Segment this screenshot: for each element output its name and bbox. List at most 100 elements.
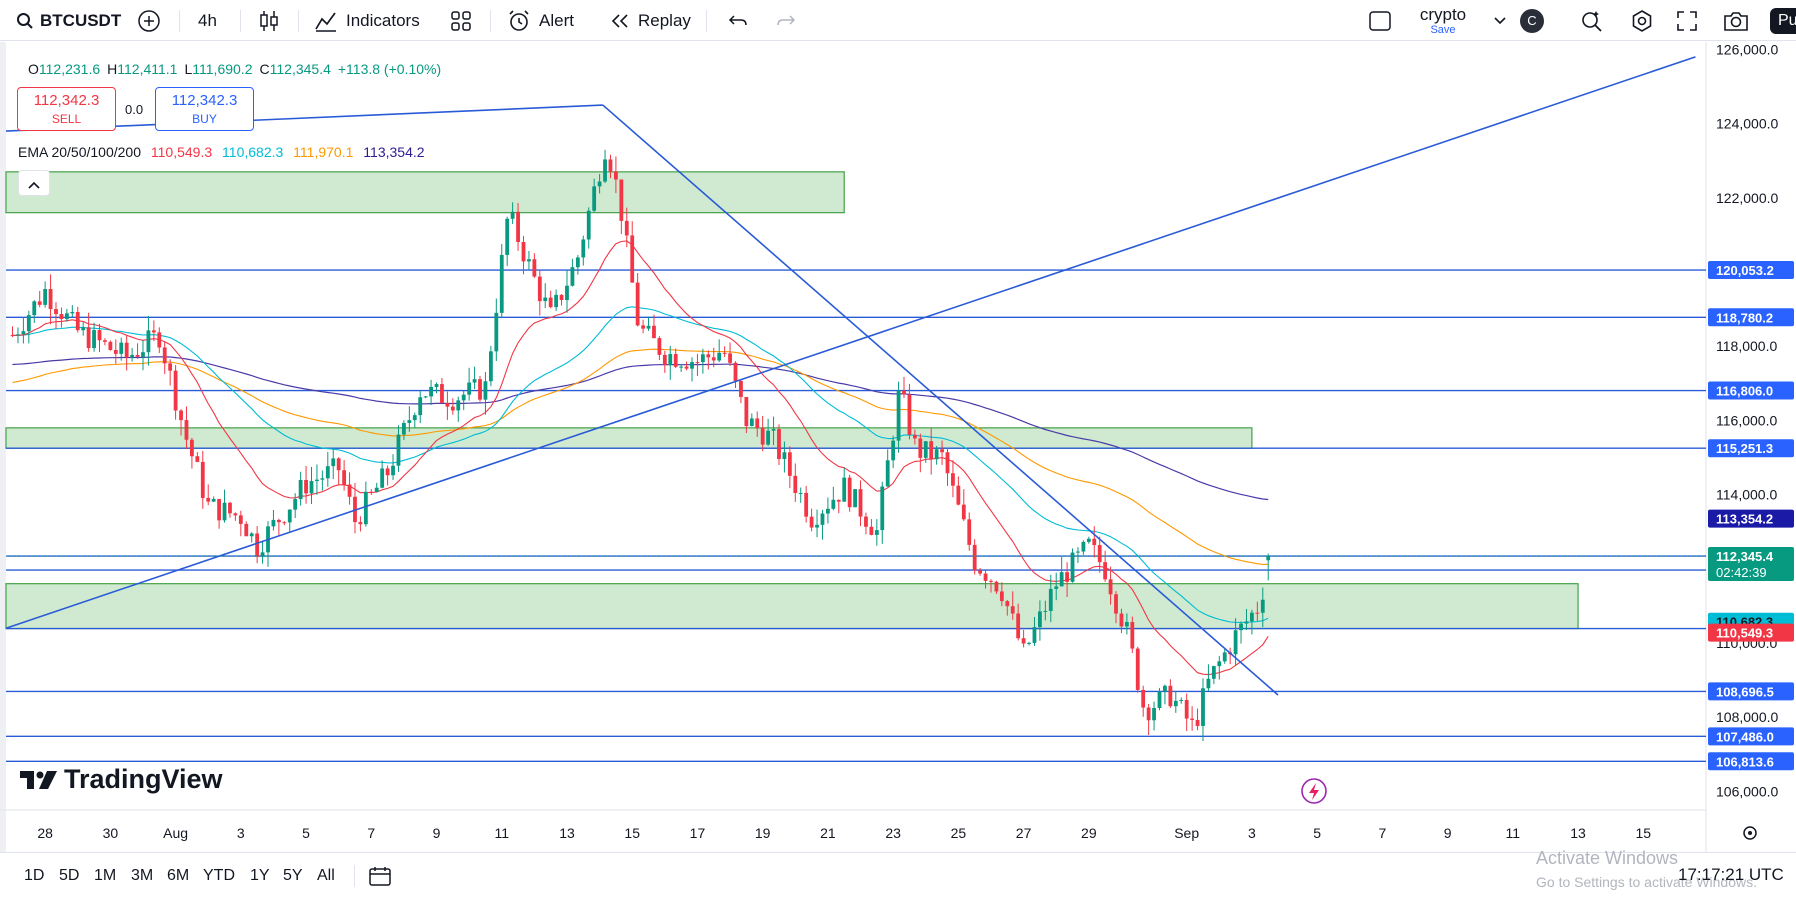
candle[interactable] bbox=[864, 516, 868, 527]
candle[interactable] bbox=[1119, 613, 1124, 627]
settings-button[interactable] bbox=[1630, 0, 1654, 41]
candle[interactable] bbox=[994, 581, 999, 592]
price-chart[interactable]: 106,000.0108,000.0110,000.0112,000.0114,… bbox=[0, 42, 1796, 852]
candle[interactable] bbox=[249, 533, 254, 537]
candle[interactable] bbox=[1179, 699, 1184, 701]
candle[interactable] bbox=[777, 429, 781, 460]
support-resistance-zone[interactable] bbox=[5, 171, 845, 214]
candle[interactable] bbox=[809, 516, 814, 528]
candle[interactable] bbox=[37, 301, 42, 305]
candle[interactable] bbox=[706, 354, 711, 358]
candle[interactable] bbox=[97, 330, 102, 341]
candle[interactable] bbox=[934, 449, 939, 460]
candle[interactable] bbox=[64, 313, 69, 320]
range-1m[interactable]: 1M bbox=[94, 853, 116, 899]
candle[interactable] bbox=[559, 294, 564, 301]
candle[interactable] bbox=[488, 351, 493, 382]
candle[interactable] bbox=[369, 491, 374, 493]
candle[interactable] bbox=[325, 466, 330, 479]
candle[interactable] bbox=[385, 468, 390, 476]
candle[interactable] bbox=[119, 342, 124, 354]
candle[interactable] bbox=[179, 410, 183, 421]
candle[interactable] bbox=[1108, 579, 1113, 595]
candle[interactable] bbox=[1097, 545, 1102, 563]
candle[interactable] bbox=[711, 357, 716, 361]
indicators-button[interactable]: Indicators bbox=[314, 0, 420, 41]
candle[interactable] bbox=[1043, 610, 1048, 612]
candle[interactable] bbox=[548, 297, 553, 308]
redo-button[interactable] bbox=[776, 0, 796, 41]
candle[interactable] bbox=[363, 491, 368, 525]
candle[interactable] bbox=[880, 486, 885, 531]
candle[interactable] bbox=[1065, 572, 1069, 582]
candle[interactable] bbox=[396, 434, 401, 466]
candle[interactable] bbox=[1206, 678, 1211, 689]
candle[interactable] bbox=[728, 353, 732, 363]
candle[interactable] bbox=[173, 370, 178, 411]
candle[interactable] bbox=[521, 241, 526, 262]
candle[interactable] bbox=[1168, 685, 1173, 707]
candle[interactable] bbox=[717, 352, 722, 361]
candle[interactable] bbox=[1092, 538, 1097, 546]
candle[interactable] bbox=[59, 314, 64, 320]
candle[interactable] bbox=[407, 420, 412, 423]
candle[interactable] bbox=[956, 485, 961, 505]
candle[interactable] bbox=[853, 489, 857, 508]
candle[interactable] bbox=[233, 513, 238, 516]
quick-search-button[interactable] bbox=[1580, 0, 1604, 41]
candle[interactable] bbox=[184, 420, 189, 440]
snapshot-button[interactable] bbox=[1723, 0, 1749, 41]
candle[interactable] bbox=[695, 362, 700, 364]
candle[interactable] bbox=[440, 384, 444, 403]
candle[interactable] bbox=[222, 502, 227, 521]
candle[interactable] bbox=[108, 341, 113, 350]
candle[interactable] bbox=[630, 235, 635, 283]
candle[interactable] bbox=[510, 211, 515, 219]
candle[interactable] bbox=[450, 406, 455, 411]
candle[interactable] bbox=[499, 254, 504, 313]
candle[interactable] bbox=[195, 456, 200, 462]
candle[interactable] bbox=[1195, 719, 1200, 726]
utc-clock[interactable]: 17:17:21 UTC bbox=[1678, 852, 1784, 898]
candle[interactable] bbox=[586, 210, 591, 240]
candle[interactable] bbox=[1244, 621, 1249, 624]
candle[interactable] bbox=[70, 311, 75, 314]
candle[interactable] bbox=[255, 533, 260, 557]
candle[interactable] bbox=[151, 330, 156, 333]
candle[interactable] bbox=[793, 475, 798, 494]
candle[interactable] bbox=[923, 441, 928, 458]
candle[interactable] bbox=[1032, 627, 1037, 643]
candle[interactable] bbox=[287, 509, 292, 523]
candle[interactable] bbox=[103, 340, 107, 342]
candle[interactable] bbox=[581, 239, 586, 258]
candle[interactable] bbox=[141, 352, 145, 357]
alert-button[interactable]: Alert bbox=[507, 0, 574, 41]
publish-button[interactable]: Pu bbox=[1770, 0, 1796, 41]
candle[interactable] bbox=[21, 331, 26, 335]
candle[interactable] bbox=[494, 312, 499, 352]
candle[interactable] bbox=[168, 363, 173, 371]
candle[interactable] bbox=[918, 438, 923, 458]
candle[interactable] bbox=[874, 530, 879, 535]
candle[interactable] bbox=[358, 522, 363, 525]
candle[interactable] bbox=[1054, 586, 1059, 589]
candle[interactable] bbox=[1070, 552, 1075, 582]
candle[interactable] bbox=[1124, 622, 1129, 627]
candle[interactable] bbox=[940, 449, 944, 453]
layout-menu-button[interactable] bbox=[1493, 0, 1507, 41]
trendline[interactable] bbox=[602, 104, 1279, 696]
range-ytd[interactable]: YTD bbox=[203, 853, 235, 899]
candle[interactable] bbox=[641, 325, 645, 329]
candle[interactable] bbox=[652, 325, 656, 339]
candle[interactable] bbox=[282, 522, 287, 524]
fullscreen-button[interactable] bbox=[1676, 0, 1698, 41]
candle[interactable] bbox=[657, 338, 662, 355]
candle[interactable] bbox=[1163, 685, 1167, 692]
layout-name-button[interactable]: crypto Save bbox=[1415, 0, 1471, 41]
candle[interactable] bbox=[972, 544, 977, 571]
candle[interactable] bbox=[912, 434, 917, 439]
candle[interactable] bbox=[320, 478, 325, 480]
candle[interactable] bbox=[456, 400, 461, 411]
candle[interactable] bbox=[130, 354, 135, 358]
candle[interactable] bbox=[124, 342, 129, 358]
